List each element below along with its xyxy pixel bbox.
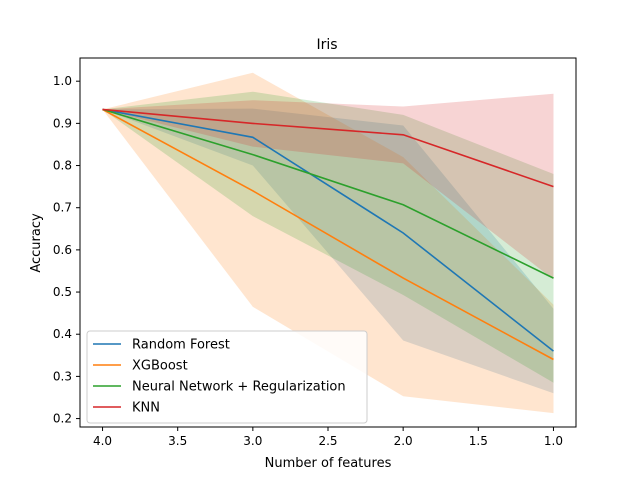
line-neural-network-regularization xyxy=(102,108,554,279)
x-tick-label: 3.5 xyxy=(168,434,187,448)
legend-label-xgboost: XGBoost xyxy=(132,359,188,374)
x-axis-label: Number of features xyxy=(265,456,392,471)
plot-area-frame xyxy=(79,57,577,428)
y-tick-label: 0.9 xyxy=(53,116,72,130)
x-tick-label: 3.0 xyxy=(243,434,262,448)
x-tick-label: 2.5 xyxy=(318,434,337,448)
y-tick-label: 0.2 xyxy=(53,412,72,426)
y-tick-label: 0.8 xyxy=(53,159,72,173)
series-lines xyxy=(102,108,554,361)
y-tick-label: 1.0 xyxy=(53,74,72,88)
y-tick-label: 0.7 xyxy=(53,201,72,215)
x-tick-label: 1.5 xyxy=(469,434,488,448)
band-random-forest xyxy=(102,108,554,394)
y-tick-label: 0.4 xyxy=(53,327,72,341)
y-tick-label: 0.3 xyxy=(53,369,72,383)
x-axis-ticks: 4.0 3.5 3.0 2.5 2.0 1.5 1.0 xyxy=(93,427,563,448)
y-axis-ticks: 0.2 0.3 0.4 0.5 0.6 0.7 0.8 0.9 1.0 xyxy=(53,74,80,426)
band-knn xyxy=(102,93,554,280)
legend-label-neural-network-regularization: Neural Network + Regularization xyxy=(132,380,346,395)
legend-label-random-forest: Random Forest xyxy=(132,338,230,353)
x-tick-label: 1.0 xyxy=(544,434,563,448)
line-random-forest xyxy=(102,108,554,352)
legend-box xyxy=(86,330,368,424)
band-neural-network-regularization xyxy=(102,91,554,383)
y-tick-label: 0.5 xyxy=(53,285,72,299)
x-tick-label: 4.0 xyxy=(93,434,112,448)
y-tick-label: 0.6 xyxy=(53,243,72,257)
line-xgboost xyxy=(102,108,554,361)
legend-label-knn: KNN xyxy=(132,401,160,416)
confidence-bands xyxy=(102,72,554,414)
legend: Random Forest XGBoost Neural Network + Reg… xyxy=(86,330,368,424)
y-axis-label: Accuracy xyxy=(29,213,44,273)
line-knn xyxy=(102,108,554,188)
x-tick-label: 2.0 xyxy=(394,434,413,448)
chart-title: Iris xyxy=(316,37,337,53)
band-xgboost xyxy=(102,72,554,414)
